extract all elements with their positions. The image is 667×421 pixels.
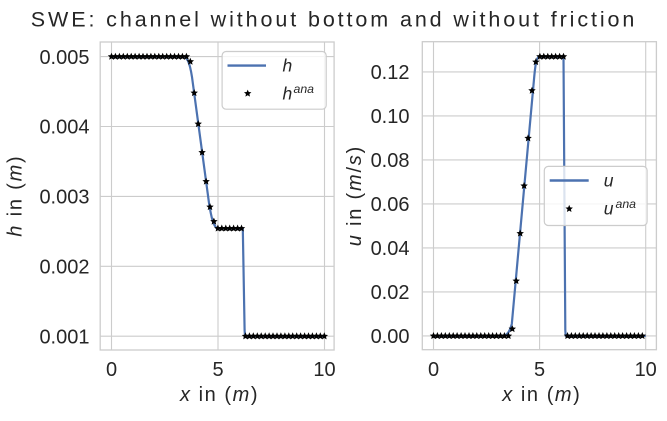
svg-text:5: 5 [534, 359, 545, 381]
svg-text:0.005: 0.005 [39, 47, 89, 69]
svg-text:0.08: 0.08 [371, 150, 410, 172]
svg-text:x in (m): x in (m) [179, 384, 259, 406]
svg-text:0.002: 0.002 [39, 257, 89, 279]
svg-text:h in (m): h in (m) [5, 154, 27, 236]
svg-text:h: h [283, 84, 293, 104]
svg-text:ana: ana [294, 82, 315, 96]
svg-text:0.004: 0.004 [39, 117, 89, 139]
svg-text:0: 0 [106, 359, 117, 381]
svg-text:0.02: 0.02 [371, 282, 410, 304]
svg-text:h: h [283, 56, 293, 76]
svg-text:0.12: 0.12 [371, 62, 410, 84]
svg-text:u in (m/s): u in (m/s) [344, 145, 366, 246]
svg-text:ana: ana [616, 197, 637, 211]
svg-text:x in (m): x in (m) [501, 384, 581, 406]
svg-text:0.04: 0.04 [371, 238, 410, 260]
svg-text:0.10: 0.10 [371, 106, 410, 128]
svg-text:u: u [604, 171, 614, 191]
svg-text:5: 5 [212, 359, 223, 381]
svg-text:0.06: 0.06 [371, 194, 410, 216]
svg-text:SWE: channel without bottom an: SWE: channel without bottom and without … [31, 7, 637, 31]
svg-text:0.001: 0.001 [39, 326, 89, 348]
svg-text:0: 0 [428, 359, 439, 381]
svg-text:0.003: 0.003 [39, 187, 89, 209]
svg-text:0.00: 0.00 [371, 326, 410, 348]
svg-text:u: u [604, 199, 614, 219]
svg-text:10: 10 [635, 359, 657, 381]
svg-text:10: 10 [313, 359, 335, 381]
